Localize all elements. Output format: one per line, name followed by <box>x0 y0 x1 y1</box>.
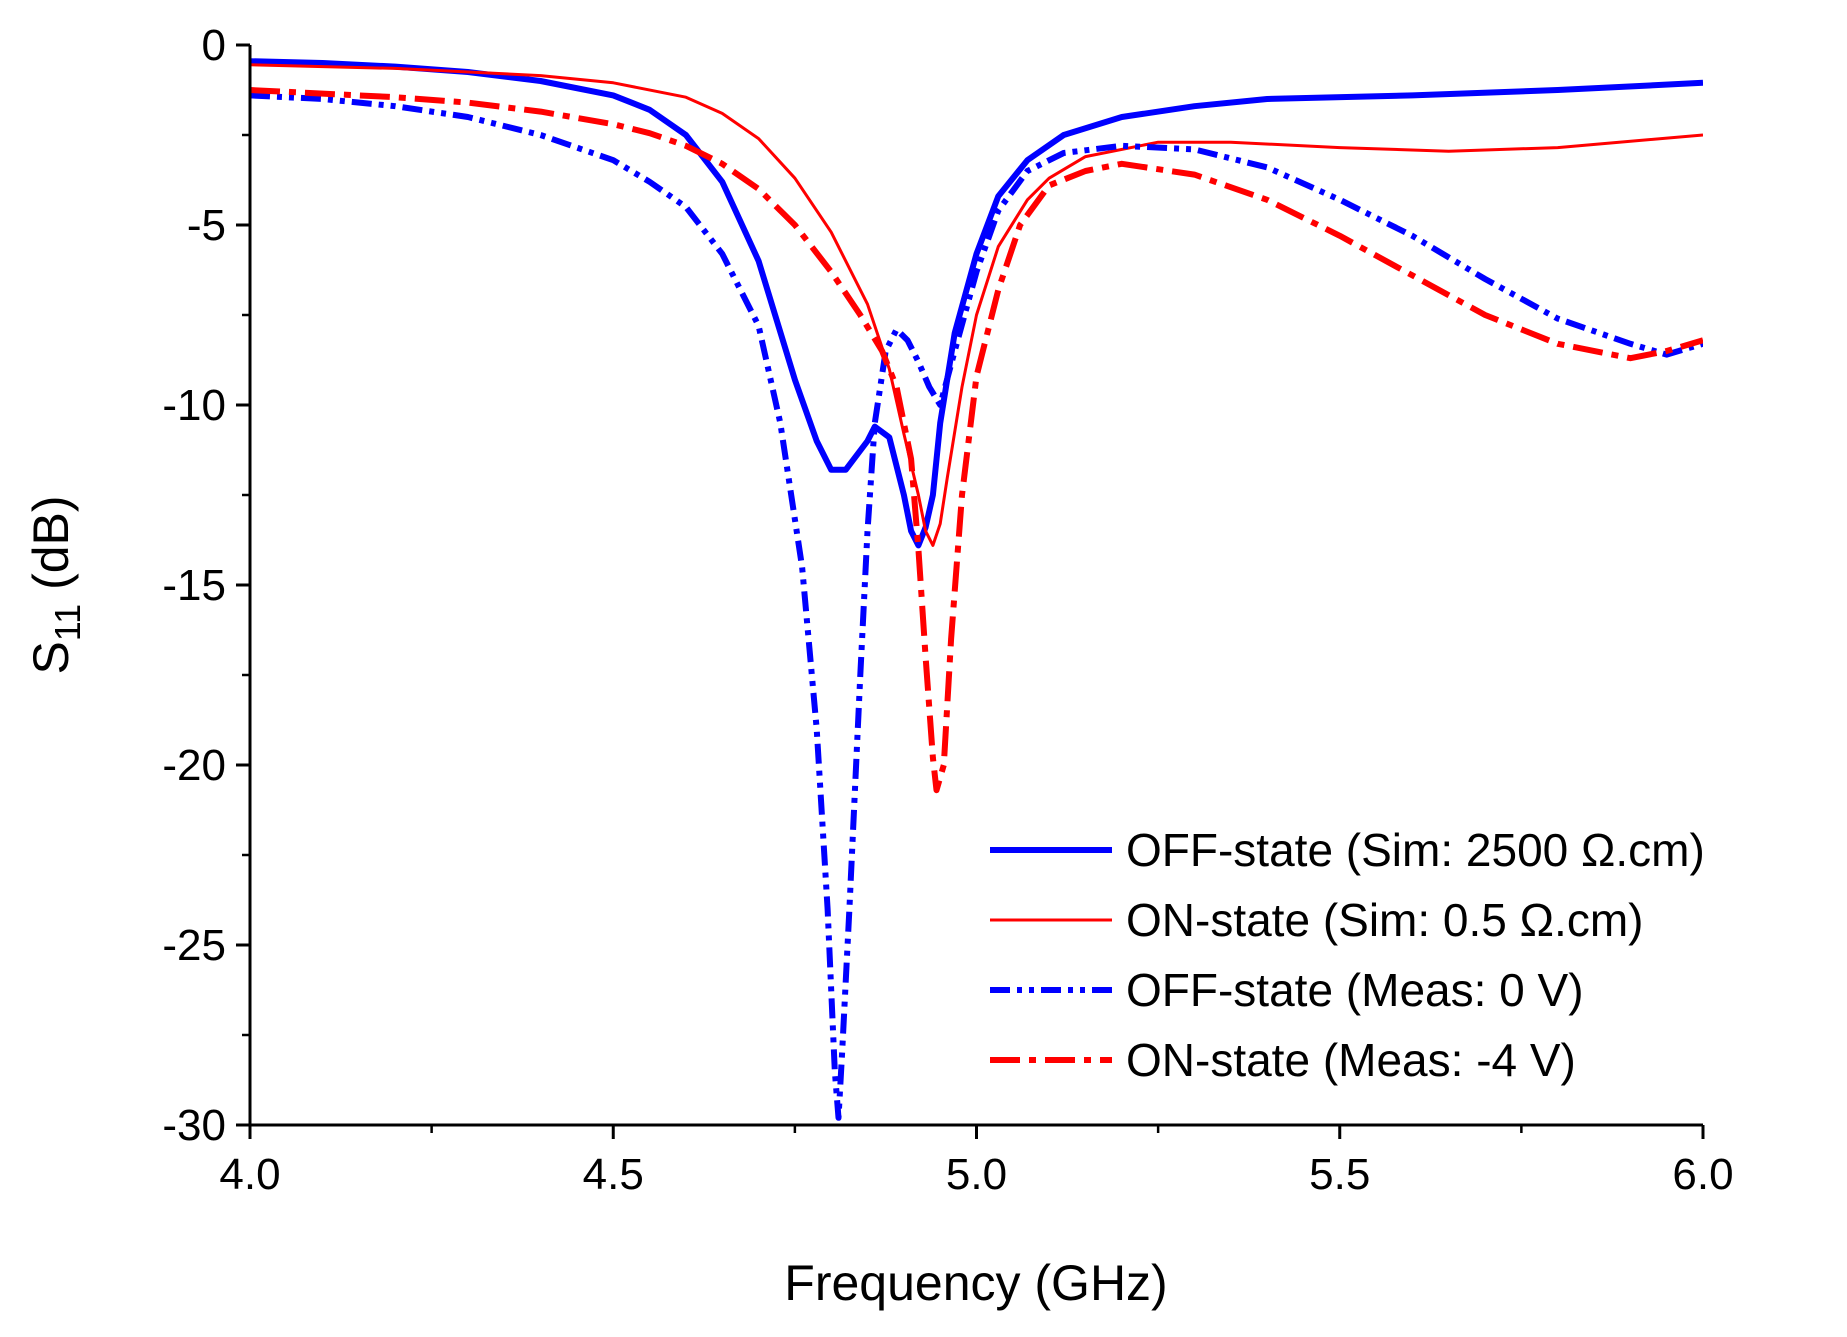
y-tick-label: -20 <box>162 741 226 790</box>
y-axis-title-main: S <box>23 641 79 674</box>
x-tick-label: 5.0 <box>946 1150 1007 1199</box>
y-tick-label: -25 <box>162 921 226 970</box>
y-axis-title-subscript: 11 <box>47 604 88 641</box>
tick-labels: 4.0 4.5 5.0 5.5 6.0 0 -5 -10 -15 -20 -25 -30 <box>162 21 1733 1199</box>
legend-label: ON-state (Sim: 0.5 Ω.cm) <box>1126 894 1643 946</box>
legend-label: ON-state (Meas: -4 V) <box>1126 1034 1576 1086</box>
series-layer <box>250 58 1703 1121</box>
legend-label: OFF-state (Meas: 0 V) <box>1126 964 1584 1016</box>
series-line-off-state-meas-0-v <box>250 92 1703 1121</box>
x-tick-label: 5.5 <box>1309 1150 1370 1199</box>
axes <box>248 45 1703 1127</box>
x-tick-label: 6.0 <box>1672 1150 1733 1199</box>
x-tick-label: 4.0 <box>219 1150 280 1199</box>
y-axis-title: S11 (dB) <box>23 495 88 674</box>
y-tick-label: 0 <box>202 21 226 70</box>
series-line-on-state-sim-0-5-cm <box>250 63 1703 547</box>
y-tick-label: -10 <box>162 381 226 430</box>
series-line-on-state-meas-4-v <box>250 87 1703 794</box>
y-tick-label: -15 <box>162 561 226 610</box>
y-tick-label: -5 <box>187 201 226 250</box>
y-axis-title-unit: (dB) <box>23 495 79 603</box>
y-tick-label: -30 <box>162 1101 226 1150</box>
x-tick-label: 4.5 <box>583 1150 644 1199</box>
legend: OFF-state (Sim: 2500 Ω.cm) ON-state (Sim:… <box>990 824 1705 1086</box>
legend-label: OFF-state (Sim: 2500 Ω.cm) <box>1126 824 1705 876</box>
ticks <box>236 43 1705 1139</box>
series-line-off-state-sim-2500-cm <box>250 58 1703 549</box>
x-axis-title: Frequency (GHz) <box>784 1255 1167 1311</box>
